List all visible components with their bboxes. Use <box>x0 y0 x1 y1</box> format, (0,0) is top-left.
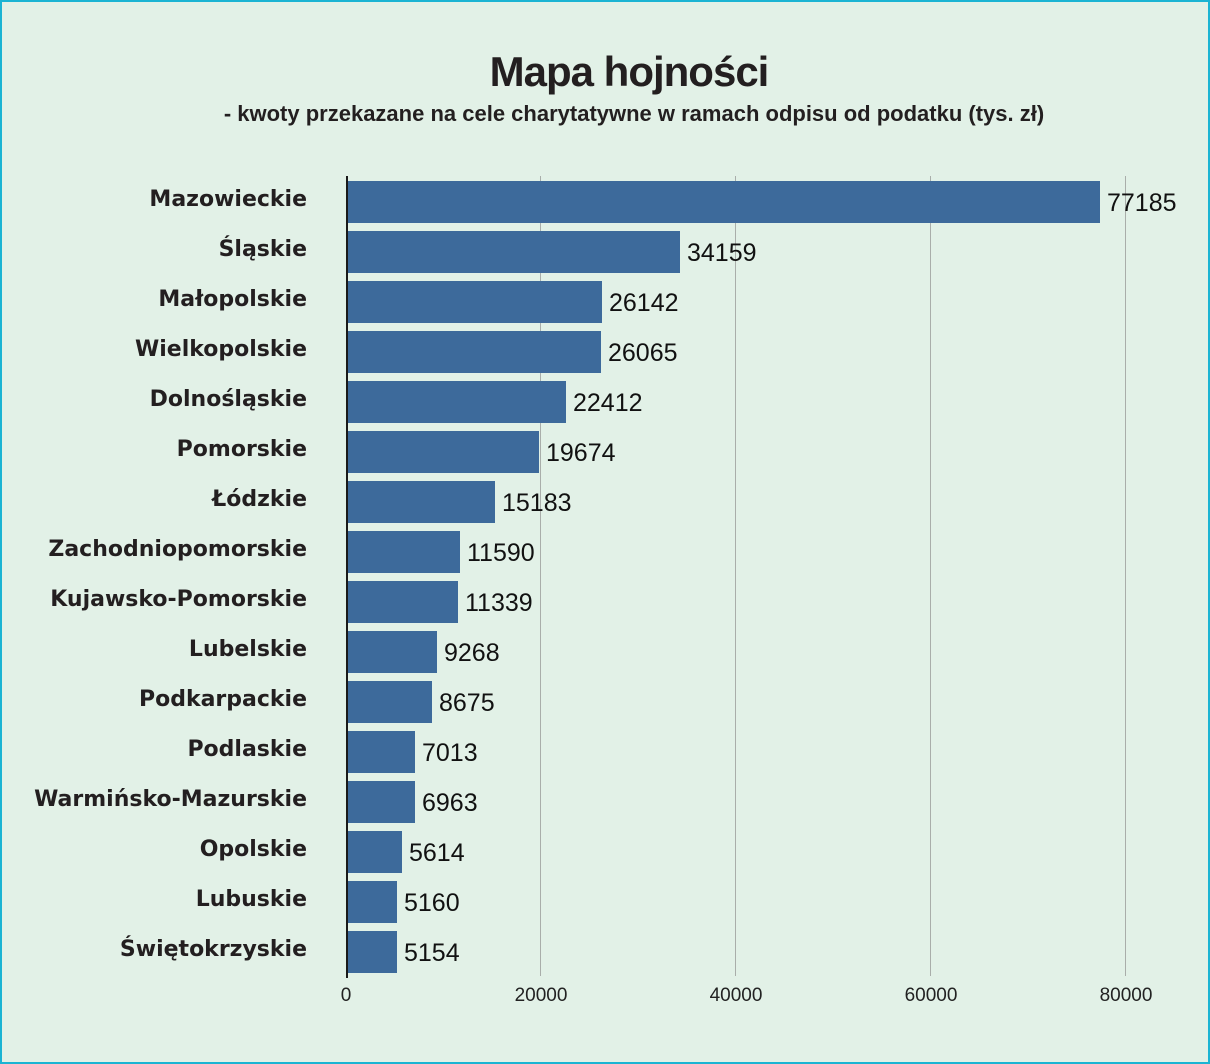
x-tick-label: 20000 <box>514 985 568 1006</box>
gridline-40000 <box>735 176 736 976</box>
bar <box>347 581 458 623</box>
bar <box>347 731 415 773</box>
bar <box>347 531 460 573</box>
category-label: Dolnośląskie <box>149 387 307 412</box>
category-label: Śląskie <box>218 237 307 262</box>
bar-value-label: 15183 <box>502 489 572 517</box>
y-axis-line <box>346 176 348 978</box>
category-label: Mazowieckie <box>149 187 307 212</box>
category-label: Łódzkie <box>212 487 307 512</box>
bar <box>347 681 432 723</box>
gridline-80000 <box>1125 176 1126 976</box>
bar <box>347 931 397 973</box>
x-tick-label: 40000 <box>709 985 763 1006</box>
x-tick-label: 80000 <box>1099 985 1153 1006</box>
chart-title: Mapa hojności <box>489 48 770 95</box>
bar-value-label: 11339 <box>465 589 533 617</box>
category-label: Warmińsko-Mazurskie <box>34 787 307 812</box>
category-label: Świętokrzyskie <box>119 937 307 962</box>
category-label: Kujawsko-Pomorskie <box>50 587 307 612</box>
x-tick-label: 60000 <box>904 985 958 1006</box>
bar-value-label: 34159 <box>687 239 757 267</box>
bar <box>347 831 402 873</box>
gridline-60000 <box>930 176 931 976</box>
bar <box>347 431 539 473</box>
category-label: Podkarpackie <box>138 687 307 712</box>
bar <box>347 281 602 323</box>
category-label: Opolskie <box>199 837 307 862</box>
bar-value-label: 7013 <box>422 739 478 767</box>
bar-value-label: 5160 <box>404 889 460 917</box>
bar-value-label: 22412 <box>573 389 643 417</box>
category-label: Podlaskie <box>187 737 307 762</box>
gridline-20000 <box>540 176 541 976</box>
bar-value-label: 11590 <box>467 539 535 567</box>
bar-value-label: 19674 <box>546 439 616 467</box>
category-label: Zachodniopomorskie <box>48 537 307 562</box>
bar-value-label: 26065 <box>608 339 678 367</box>
bar-value-label: 9268 <box>444 639 500 667</box>
bar-value-label: 77185 <box>1107 189 1177 217</box>
chart-subtitle: - kwoty przekazane na cele charytatywne … <box>223 101 1045 126</box>
bar-value-label: 5154 <box>404 939 460 967</box>
bar <box>347 881 397 923</box>
bar <box>347 331 601 373</box>
bar <box>347 781 415 823</box>
bar <box>347 181 1100 223</box>
bar <box>347 631 437 673</box>
category-label: Pomorskie <box>176 437 307 462</box>
category-label: Wielkopolskie <box>134 337 307 362</box>
bar-value-label: 6963 <box>422 789 478 817</box>
category-label: Małopolskie <box>158 287 307 312</box>
bar <box>347 481 495 523</box>
bar-value-label: 8675 <box>439 689 495 717</box>
bar-value-label: 26142 <box>609 289 679 317</box>
bar <box>347 381 566 423</box>
category-label: Lubelskie <box>188 637 307 662</box>
bar-value-label: 5614 <box>409 839 465 867</box>
x-tick-label: 0 <box>340 985 352 1006</box>
category-label: Lubuskie <box>195 887 307 912</box>
bar <box>347 231 680 273</box>
plot-area: 77185 34159 26142 26065 22412 19674 15183 11590… <box>346 176 1177 978</box>
